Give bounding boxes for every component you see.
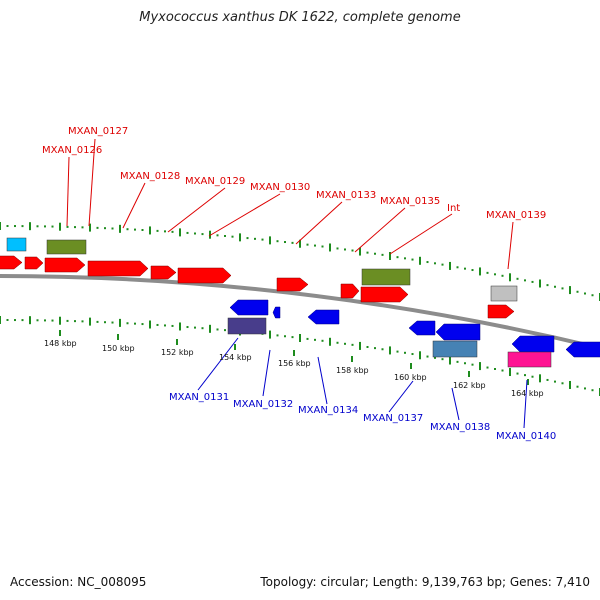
gene-label-mxan-0128[interactable]: MXAN_0128 (120, 171, 180, 182)
gene-mxan-0137[interactable] (435, 323, 481, 341)
ruler-label-164kbp: 164 kbp (511, 389, 544, 398)
gene-label-mxan-0127[interactable]: MXAN_0127 (68, 126, 128, 137)
gene-label-mxan-0126[interactable]: MXAN_0126 (42, 145, 102, 156)
leader-mxan-0138 (451, 387, 460, 421)
gene-label-mxan-0137[interactable]: MXAN_0137 (363, 413, 423, 424)
gene-reverse[interactable] (565, 341, 600, 358)
leader-mxan-0133 (295, 201, 343, 245)
leader-mxan-0126 (66, 156, 70, 227)
gene-mxan-0132[interactable] (272, 306, 281, 319)
leader-mxan-0131 (197, 337, 239, 391)
feature-olive[interactable] (46, 239, 87, 255)
ruler-label-148kbp: 148 kbp (44, 339, 77, 348)
gene-label-mxan-0131[interactable]: MXAN_0131 (169, 392, 229, 403)
leader-mxan-0139 (507, 221, 514, 270)
leader-mxan-0-int (389, 213, 453, 255)
gene-mxan-0135[interactable] (340, 283, 360, 299)
gene-features[interactable] (0, 237, 600, 368)
gene-label-mxan-0130[interactable]: MXAN_0130 (250, 182, 310, 193)
gene-label-mxan-0139[interactable]: MXAN_0139 (486, 210, 546, 221)
gene-label-mxan-0140[interactable]: MXAN_0140 (496, 431, 556, 442)
gene-label-mxan-0133[interactable]: MXAN_0133 (316, 190, 376, 201)
ruler-label-150kbp: 150 kbp (102, 344, 135, 353)
gene-label-mxan-0138[interactable]: MXAN_0138 (430, 422, 490, 433)
feature-steel[interactable] (432, 340, 478, 358)
ruler-label-152kbp: 152 kbp (161, 348, 194, 357)
gene-mxan-0140[interactable] (511, 335, 555, 353)
ruler-tick-track (59, 330, 529, 385)
gene-mxan-0127[interactable] (44, 257, 86, 273)
leader-mxan-0137 (388, 380, 414, 413)
gene-mxan-0131[interactable] (229, 299, 269, 316)
ruler-label-154kbp: 154 kbp (219, 353, 252, 362)
ruler-label-156kbp: 156 kbp (278, 359, 311, 368)
ruler-labels: 148 kbp 150 kbp 152 kbp 154 kbp 156 kbp … (44, 339, 544, 398)
forward-gene-labels: MXAN_0127 MXAN_0126 MXAN_0128 MXAN_0129 … (42, 126, 546, 221)
reverse-gene-labels: MXAN_0131 MXAN_0132 MXAN_0134 MXAN_0137 … (169, 392, 556, 442)
ruler-label-160kbp: 160 kbp (394, 373, 427, 382)
leader-mxan-0135 (354, 207, 406, 253)
gene-mxan-0129[interactable] (150, 265, 177, 280)
gene-label-mxan-0135[interactable]: MXAN_0135 (380, 196, 440, 207)
leader-mxan-0128 (122, 182, 146, 229)
leader-mxan-0127 (88, 138, 96, 227)
gene-mxan-0133[interactable] (276, 277, 309, 292)
ruler-label-158kbp: 158 kbp (336, 366, 369, 375)
ruler-label-162kbp: 162 kbp (453, 381, 486, 390)
leader-mxan-0140 (523, 379, 528, 429)
leader-mxan-0130 (208, 193, 281, 237)
gene-label-mxan-0134[interactable]: MXAN_0134 (298, 405, 358, 416)
genome-backbone (0, 274, 600, 350)
feature-cyan[interactable] (6, 237, 27, 252)
gene-mxan-0130[interactable] (177, 267, 232, 284)
gene-mxan-0139[interactable] (487, 304, 515, 319)
gene-int[interactable] (360, 286, 409, 303)
leader-mxan-0132 (262, 349, 271, 397)
feature-olive[interactable] (361, 268, 411, 286)
gene-forward[interactable] (24, 256, 44, 270)
gene-reverse[interactable] (408, 320, 436, 336)
label-leader-lines (66, 138, 528, 429)
genome-summary-text: Topology: circular; Length: 9,139,763 bp… (260, 575, 590, 589)
gene-mxan-0128[interactable] (87, 260, 149, 277)
forward-tick-track (0, 222, 600, 301)
genome-title: Myxococcus xanthus DK 1622, complete gen… (139, 10, 461, 25)
gene-label-mxan-0132[interactable]: MXAN_0132 (233, 399, 293, 410)
accession-text: Accession: NC_008095 (10, 575, 147, 589)
leader-mxan-0129 (167, 187, 226, 233)
gene-label-int[interactable]: Int (447, 203, 460, 214)
feature-gray[interactable] (490, 285, 518, 302)
gene-forward[interactable] (0, 255, 23, 270)
gene-mxan-0134[interactable] (307, 309, 340, 325)
leader-mxan-0134 (317, 356, 328, 405)
gene-label-mxan-0129[interactable]: MXAN_0129 (185, 176, 245, 187)
feature-slate[interactable] (227, 317, 267, 335)
feature-magenta[interactable] (507, 351, 552, 368)
